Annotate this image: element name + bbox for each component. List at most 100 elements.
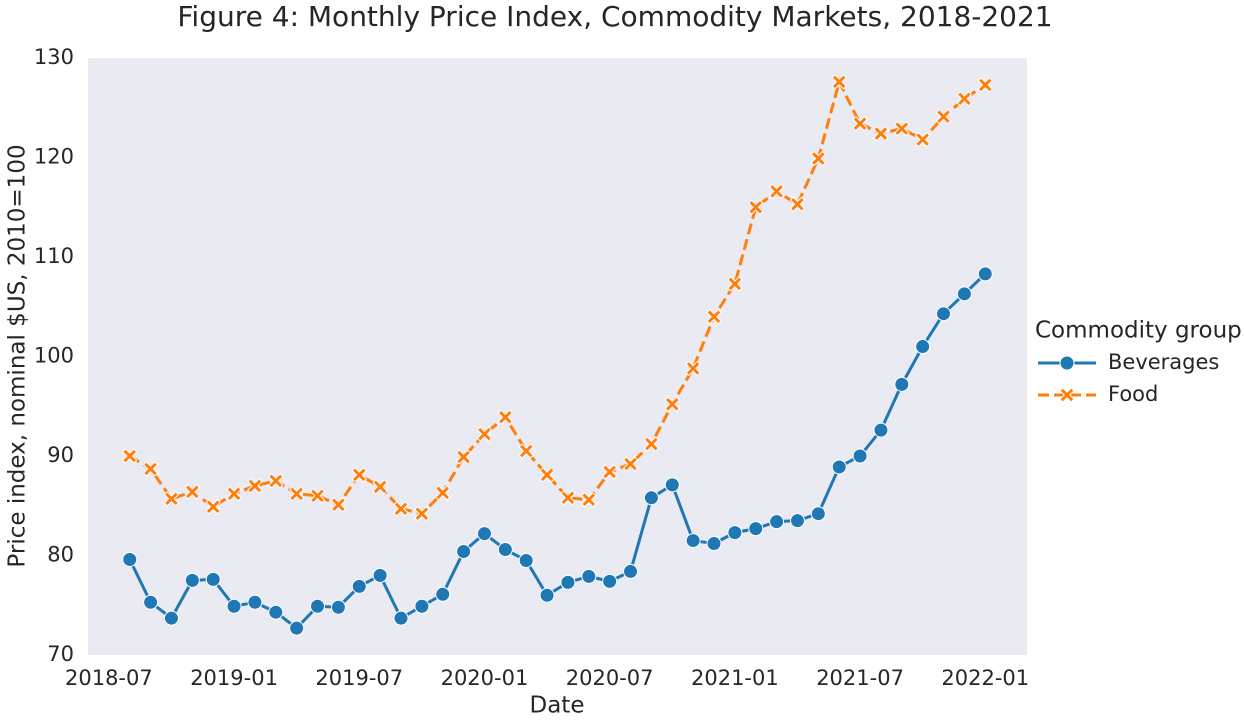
point bbox=[414, 598, 430, 614]
point bbox=[873, 422, 889, 438]
point bbox=[768, 183, 785, 200]
point bbox=[664, 396, 680, 412]
y-tick-label: 130 bbox=[34, 45, 74, 69]
point bbox=[393, 501, 409, 517]
point bbox=[560, 574, 576, 590]
point bbox=[581, 568, 597, 584]
point bbox=[956, 286, 972, 302]
point bbox=[852, 448, 868, 464]
y-tick-label: 90 bbox=[47, 443, 74, 467]
point bbox=[936, 306, 952, 322]
legend-label: Food bbox=[1108, 382, 1158, 406]
point bbox=[914, 131, 931, 148]
point bbox=[977, 77, 993, 93]
point bbox=[435, 586, 451, 602]
point bbox=[685, 533, 701, 549]
point bbox=[268, 473, 284, 489]
point bbox=[977, 266, 993, 282]
point bbox=[727, 276, 743, 292]
point bbox=[351, 467, 367, 483]
point bbox=[831, 459, 847, 475]
point bbox=[122, 551, 138, 567]
point bbox=[372, 567, 388, 583]
point bbox=[476, 526, 492, 542]
point bbox=[414, 506, 430, 522]
point bbox=[309, 488, 326, 504]
point bbox=[476, 426, 493, 442]
legend-marker bbox=[1059, 387, 1075, 403]
point bbox=[184, 572, 200, 588]
x-tick-label: 2019-07 bbox=[315, 666, 403, 690]
point bbox=[894, 376, 910, 392]
x-tick-label: 2021-07 bbox=[816, 666, 904, 690]
point bbox=[810, 506, 826, 522]
point bbox=[727, 525, 743, 541]
x-tick-label: 2020-07 bbox=[566, 666, 654, 690]
series bbox=[122, 266, 993, 636]
point bbox=[581, 492, 597, 508]
point bbox=[602, 573, 618, 589]
point bbox=[560, 490, 576, 506]
chart-title: Figure 4: Monthly Price Index, Commodity… bbox=[177, 0, 1052, 33]
y-tick-label: 120 bbox=[34, 145, 74, 169]
x-tick-label: 2021-01 bbox=[691, 666, 779, 690]
point bbox=[247, 594, 263, 610]
plot-background bbox=[88, 58, 1027, 655]
point bbox=[706, 536, 722, 552]
point bbox=[769, 514, 785, 530]
point bbox=[184, 484, 201, 500]
point bbox=[956, 91, 973, 107]
point bbox=[539, 467, 555, 483]
point bbox=[789, 196, 806, 212]
point bbox=[810, 150, 827, 167]
x-axis-label: Date bbox=[530, 693, 585, 719]
point bbox=[601, 464, 618, 480]
x-tick-label: 2022-01 bbox=[941, 666, 1029, 690]
point bbox=[163, 491, 180, 507]
point bbox=[873, 125, 889, 142]
point bbox=[831, 74, 847, 90]
point bbox=[289, 620, 305, 636]
point bbox=[163, 610, 179, 626]
y-axis-label: Price index, nominal $US, 2010=100 bbox=[5, 144, 31, 567]
point bbox=[497, 542, 513, 558]
point bbox=[268, 604, 284, 620]
point bbox=[915, 339, 931, 355]
point bbox=[122, 448, 138, 464]
point bbox=[205, 499, 221, 515]
point bbox=[310, 598, 326, 614]
point bbox=[455, 449, 472, 465]
point bbox=[664, 477, 680, 493]
point bbox=[247, 478, 263, 494]
y-tick-label: 110 bbox=[34, 244, 74, 268]
point bbox=[706, 308, 722, 325]
point bbox=[456, 544, 472, 560]
point bbox=[351, 578, 367, 594]
legend-marker bbox=[1059, 355, 1075, 371]
point bbox=[643, 490, 659, 506]
point bbox=[789, 513, 805, 529]
series bbox=[122, 74, 993, 522]
legend-label: Beverages bbox=[1108, 350, 1219, 374]
legend-title: Commodity group bbox=[1035, 318, 1242, 344]
point bbox=[288, 486, 305, 502]
point bbox=[497, 409, 514, 425]
point bbox=[748, 521, 764, 537]
point bbox=[226, 598, 242, 614]
point bbox=[748, 199, 764, 215]
point bbox=[623, 563, 639, 579]
point bbox=[518, 552, 534, 568]
point bbox=[685, 360, 701, 377]
point bbox=[852, 115, 868, 132]
point bbox=[226, 486, 242, 502]
point bbox=[372, 479, 388, 495]
point bbox=[518, 443, 534, 459]
point bbox=[205, 571, 221, 587]
x-tick-label: 2019-01 bbox=[190, 666, 278, 690]
y-tick-label: 100 bbox=[34, 344, 74, 368]
point bbox=[330, 599, 346, 615]
point bbox=[894, 120, 910, 137]
point bbox=[143, 594, 159, 610]
point bbox=[539, 587, 555, 603]
point bbox=[435, 485, 451, 501]
